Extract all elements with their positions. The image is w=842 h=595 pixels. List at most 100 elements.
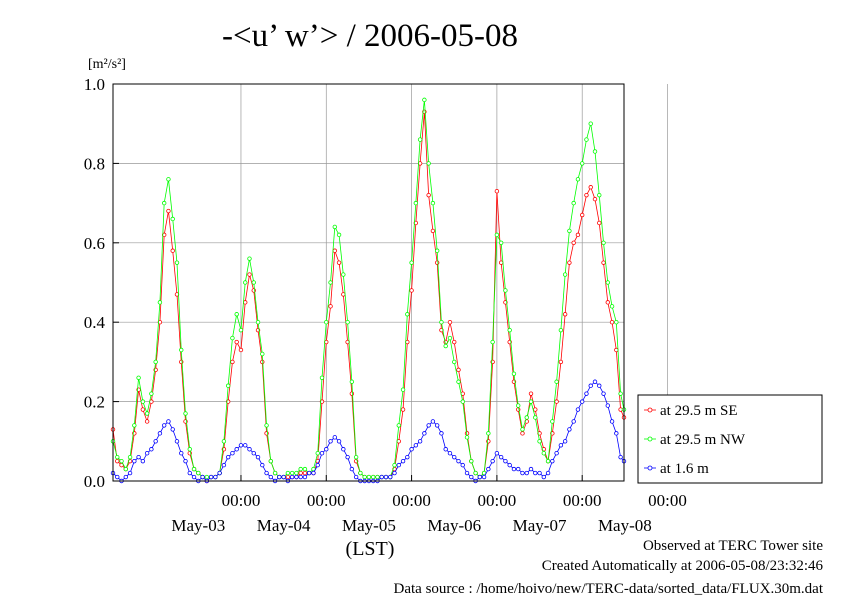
data-point [498,454,504,460]
data-point [584,192,589,198]
data-point [434,260,440,265]
data-point [183,411,188,416]
data-point [469,458,474,464]
data-point [494,451,500,456]
plot-frame [112,83,625,482]
data-point [618,391,623,396]
data-point [179,451,184,456]
data-point [430,200,436,206]
data-point [541,451,547,456]
data-point [281,474,286,480]
data-point [417,137,423,142]
data-point [614,431,619,436]
data-point [396,423,401,428]
data-point [520,431,525,436]
data-point [238,327,244,333]
data-point [234,339,239,345]
legend-items: at 29.5 m SE at 29.5 m NW at 1.6 m [644,403,746,477]
data-point [439,431,444,436]
data-point [507,462,512,468]
footer-observed: Observed at TERC Tower site [643,538,823,554]
data-point [264,423,269,428]
data-point [345,454,350,460]
data-point [405,312,410,317]
data-point [174,439,180,444]
data-point [332,435,338,440]
data-point [149,447,154,452]
y-axis-ticks: 0.0 0.2 0.4 0.6 0.8 1.0 [84,75,119,491]
data-point [422,97,427,103]
data-point [302,470,308,476]
data-point [144,411,150,416]
data-point [571,200,576,206]
data-point [353,474,359,480]
chart-title: -<u’ w’> / 2006-05-08 [222,18,518,54]
data-point [127,470,133,476]
data-point [405,454,410,460]
data-point [434,423,440,428]
data-point [217,470,222,476]
data-point [413,443,419,448]
data-point [426,192,431,198]
data-point [558,443,564,448]
data-point [503,288,508,293]
data-point [230,451,235,456]
data-point [161,423,167,428]
data-point [511,371,517,377]
data-point [460,462,465,468]
data-point [247,256,252,261]
legend-box [637,394,823,484]
data-point [353,454,359,460]
data-point [119,458,124,464]
data-point [430,419,436,424]
legend: at 29.5 m SE at 29.5 m NW at 1.6 m [637,394,823,484]
series-1 [110,109,627,484]
legend-marker [647,436,653,442]
x-tick-day: May-08 [598,516,652,535]
data-point [571,240,576,245]
data-point [481,474,487,480]
data-point [554,399,559,404]
data-point [379,474,384,480]
data-point [243,280,248,285]
data-point [170,248,175,253]
data-point [516,466,521,472]
data-point [464,470,470,476]
data-point [562,272,568,277]
data-point [127,454,133,460]
y-tick-label: 0.4 [84,313,106,332]
data-point [238,443,244,448]
x-tick-time: 00:00 [307,491,346,510]
data-point [200,474,205,480]
data-point [507,327,512,333]
data-point [324,447,329,452]
series-line [112,111,625,482]
data-point [140,399,146,404]
legend-label: at 29.5 m SE [660,403,738,419]
data-point [567,427,572,432]
data-point [605,280,610,285]
data-point [302,466,308,472]
data-point [562,439,568,444]
series-3 [110,379,627,484]
data-point [268,458,274,464]
data-point [392,462,397,468]
x-tick-time: 00:00 [392,491,431,510]
data-point [294,474,299,480]
data-point [443,447,448,452]
data-point [456,379,461,384]
data-point [439,320,444,325]
data-point [473,470,478,476]
data-point [208,474,214,480]
data-point [183,458,188,464]
legend-marker [647,407,653,413]
data-point [136,454,141,460]
data-point [469,474,474,480]
data-point [464,435,470,440]
data-point [528,466,534,472]
data-point [452,454,457,460]
data-point [170,427,175,432]
x-tick-day: May-04 [257,516,311,535]
data-point [268,474,274,480]
x-tick-day: May-06 [427,516,481,535]
